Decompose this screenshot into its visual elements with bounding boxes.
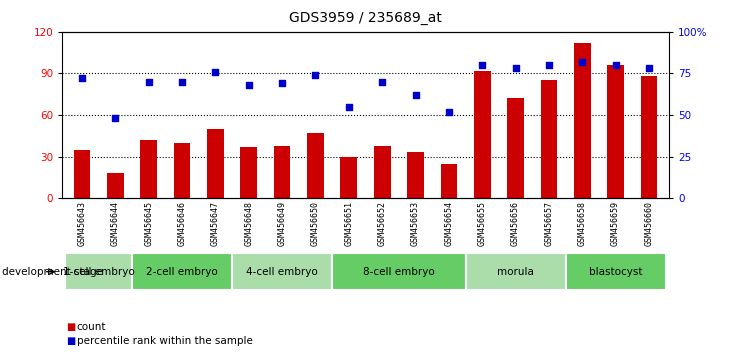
Point xyxy=(510,65,521,71)
Text: GDS3959 / 235689_at: GDS3959 / 235689_at xyxy=(289,11,442,25)
Bar xyxy=(640,76,657,198)
Point xyxy=(310,72,322,78)
Point xyxy=(443,109,455,115)
Text: GSM456658: GSM456658 xyxy=(577,201,587,246)
Bar xyxy=(240,147,257,198)
Text: GSM456659: GSM456659 xyxy=(611,201,620,246)
Bar xyxy=(74,150,91,198)
Text: GSM456650: GSM456650 xyxy=(311,201,320,246)
Bar xyxy=(441,164,457,198)
Point xyxy=(343,104,355,110)
Point xyxy=(76,76,88,81)
Text: GSM456647: GSM456647 xyxy=(211,201,220,246)
Text: 1-cell embryo: 1-cell embryo xyxy=(63,267,135,277)
Point xyxy=(409,92,421,98)
Text: GSM456655: GSM456655 xyxy=(477,201,487,246)
Point xyxy=(176,79,188,85)
Bar xyxy=(341,156,357,198)
Text: development stage: development stage xyxy=(2,267,103,277)
Point xyxy=(110,115,121,121)
Bar xyxy=(574,43,591,198)
Text: GSM456656: GSM456656 xyxy=(511,201,520,246)
Point xyxy=(210,69,221,75)
Bar xyxy=(474,71,491,198)
Text: 8-cell embryo: 8-cell embryo xyxy=(363,267,435,277)
Point xyxy=(643,65,655,71)
Point xyxy=(243,82,254,88)
Bar xyxy=(140,140,157,198)
Bar xyxy=(174,143,191,198)
Text: GSM456651: GSM456651 xyxy=(344,201,353,246)
Bar xyxy=(132,253,232,290)
Point xyxy=(543,62,555,68)
Text: 2-cell embryo: 2-cell embryo xyxy=(146,267,218,277)
Bar xyxy=(507,98,524,198)
Text: GSM456652: GSM456652 xyxy=(378,201,387,246)
Text: GSM456657: GSM456657 xyxy=(545,201,553,246)
Bar xyxy=(566,253,665,290)
Text: blastocyst: blastocyst xyxy=(588,267,643,277)
Bar xyxy=(540,80,557,198)
Text: GSM456644: GSM456644 xyxy=(111,201,120,246)
Text: GSM456649: GSM456649 xyxy=(278,201,287,246)
Bar xyxy=(466,253,566,290)
Text: GSM456643: GSM456643 xyxy=(77,201,87,246)
Bar xyxy=(374,145,390,198)
Bar xyxy=(607,65,624,198)
Bar xyxy=(407,153,424,198)
Text: morula: morula xyxy=(497,267,534,277)
Bar xyxy=(207,129,224,198)
Bar xyxy=(107,173,124,198)
Point xyxy=(376,79,388,85)
Text: count: count xyxy=(77,322,106,332)
Bar xyxy=(332,253,466,290)
Point xyxy=(610,62,621,68)
Bar xyxy=(307,133,324,198)
Text: percentile rank within the sample: percentile rank within the sample xyxy=(77,336,253,346)
Text: GSM456646: GSM456646 xyxy=(178,201,186,246)
Point xyxy=(276,81,288,86)
Text: ■: ■ xyxy=(66,336,75,346)
Text: GSM456654: GSM456654 xyxy=(444,201,453,246)
Text: GSM456660: GSM456660 xyxy=(644,201,654,246)
Text: GSM456648: GSM456648 xyxy=(244,201,254,246)
Text: 4-cell embryo: 4-cell embryo xyxy=(246,267,318,277)
Text: ■: ■ xyxy=(66,322,75,332)
Point xyxy=(477,62,488,68)
Text: GSM456653: GSM456653 xyxy=(411,201,420,246)
Bar xyxy=(274,145,290,198)
Text: GSM456645: GSM456645 xyxy=(144,201,154,246)
Bar xyxy=(66,253,132,290)
Point xyxy=(576,59,588,65)
Point xyxy=(143,79,155,85)
Bar xyxy=(232,253,332,290)
